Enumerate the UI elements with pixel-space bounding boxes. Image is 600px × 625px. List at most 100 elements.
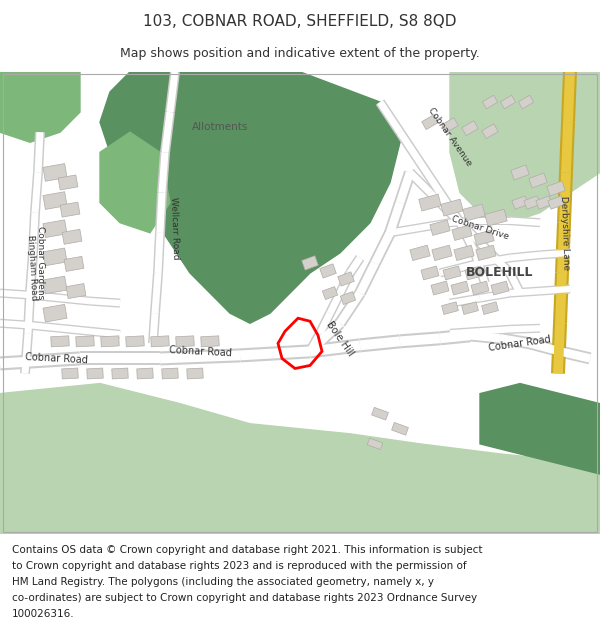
Polygon shape	[529, 338, 562, 357]
Polygon shape	[540, 250, 570, 258]
Polygon shape	[0, 351, 80, 371]
Polygon shape	[316, 311, 334, 336]
Bar	[43, 248, 67, 266]
Polygon shape	[480, 216, 510, 225]
Polygon shape	[480, 217, 510, 224]
Bar	[43, 304, 67, 322]
Text: Cobnar Avenue: Cobnar Avenue	[427, 106, 473, 168]
Polygon shape	[389, 224, 421, 236]
Polygon shape	[488, 251, 512, 276]
Bar	[371, 408, 388, 420]
Polygon shape	[479, 290, 511, 301]
Polygon shape	[400, 331, 440, 348]
Polygon shape	[450, 72, 600, 222]
Bar	[476, 245, 496, 261]
Polygon shape	[0, 354, 80, 368]
Polygon shape	[346, 255, 364, 276]
Bar	[66, 284, 86, 299]
Text: Contains OS data © Crown copyright and database right 2021. This information is : Contains OS data © Crown copyright and d…	[12, 545, 482, 555]
Bar	[511, 165, 529, 180]
Polygon shape	[416, 159, 444, 196]
Bar	[43, 164, 67, 181]
Polygon shape	[29, 321, 61, 332]
Bar	[187, 368, 203, 379]
Polygon shape	[437, 191, 463, 224]
Polygon shape	[359, 336, 400, 350]
Polygon shape	[160, 351, 240, 363]
Polygon shape	[467, 230, 493, 256]
Bar	[322, 287, 338, 299]
Bar	[482, 124, 499, 139]
Bar	[43, 220, 67, 238]
Polygon shape	[407, 170, 433, 195]
Bar	[392, 422, 409, 435]
Polygon shape	[446, 209, 473, 236]
Polygon shape	[327, 291, 343, 315]
Polygon shape	[30, 172, 43, 213]
Polygon shape	[469, 329, 500, 344]
Polygon shape	[355, 260, 380, 296]
Polygon shape	[335, 290, 365, 327]
Polygon shape	[335, 271, 355, 296]
Text: BOLEHILL: BOLEHILL	[466, 266, 534, 279]
Polygon shape	[561, 122, 573, 172]
Polygon shape	[557, 222, 569, 273]
Polygon shape	[557, 172, 573, 223]
Polygon shape	[559, 348, 591, 362]
Polygon shape	[555, 222, 571, 273]
Polygon shape	[529, 339, 561, 356]
Bar	[471, 281, 489, 295]
Polygon shape	[26, 253, 37, 293]
Polygon shape	[155, 192, 167, 233]
Bar	[101, 336, 119, 347]
Polygon shape	[149, 313, 158, 344]
Polygon shape	[455, 221, 479, 255]
Polygon shape	[450, 327, 480, 338]
Polygon shape	[459, 260, 481, 271]
Polygon shape	[347, 256, 363, 275]
Bar	[51, 336, 69, 347]
Polygon shape	[450, 328, 480, 336]
Polygon shape	[25, 253, 38, 294]
Polygon shape	[90, 297, 120, 308]
Polygon shape	[155, 232, 163, 273]
Polygon shape	[480, 326, 510, 334]
Bar	[64, 256, 84, 271]
Polygon shape	[35, 132, 43, 173]
Polygon shape	[29, 213, 38, 253]
Text: Bingham Road: Bingham Road	[26, 235, 38, 301]
Polygon shape	[466, 229, 494, 256]
Bar	[482, 302, 499, 314]
Polygon shape	[510, 325, 540, 332]
Bar	[465, 266, 483, 280]
Polygon shape	[307, 332, 323, 353]
Polygon shape	[509, 251, 541, 262]
Bar	[58, 175, 78, 190]
Polygon shape	[0, 320, 30, 328]
Bar	[529, 173, 547, 188]
Polygon shape	[448, 210, 472, 235]
Polygon shape	[470, 331, 500, 342]
Polygon shape	[419, 218, 451, 232]
Polygon shape	[436, 190, 464, 226]
Polygon shape	[470, 251, 490, 284]
Polygon shape	[337, 271, 353, 294]
Polygon shape	[240, 346, 310, 361]
Polygon shape	[359, 334, 401, 352]
Polygon shape	[309, 338, 361, 358]
Polygon shape	[510, 216, 540, 227]
Polygon shape	[0, 290, 30, 298]
Bar	[518, 95, 533, 109]
Polygon shape	[153, 232, 165, 273]
Bar	[62, 229, 82, 244]
Text: Derbyshire Lane: Derbyshire Lane	[559, 196, 571, 270]
Polygon shape	[480, 384, 600, 474]
Bar	[419, 194, 441, 211]
Bar	[547, 181, 565, 196]
Bar	[536, 196, 552, 209]
Polygon shape	[20, 333, 33, 374]
Text: Map shows position and indicative extent of the property.: Map shows position and indicative extent…	[120, 48, 480, 61]
Text: Wellcarr Road: Wellcarr Road	[169, 196, 181, 259]
Polygon shape	[428, 190, 452, 215]
Polygon shape	[28, 213, 40, 253]
